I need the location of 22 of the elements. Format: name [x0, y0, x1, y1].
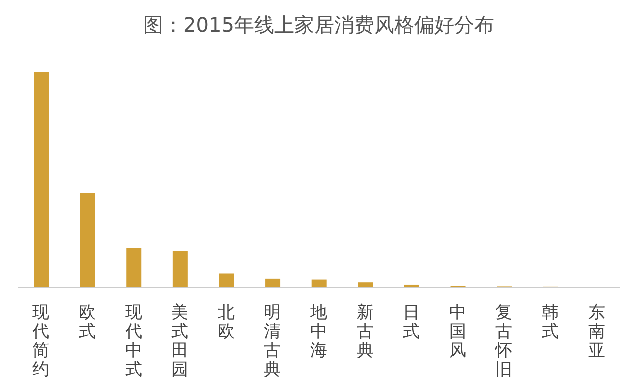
- bar: [34, 72, 49, 288]
- x-tick-label: 现代简约: [32, 303, 50, 380]
- x-tick-label: 明清古典: [264, 303, 282, 380]
- bar: [358, 282, 374, 288]
- x-tick-label: 地中海: [310, 303, 328, 361]
- bar: [172, 251, 188, 288]
- x-tick-label: 东南亚: [588, 303, 606, 361]
- x-tick-label: 欧式: [78, 303, 96, 342]
- bar: [126, 248, 142, 288]
- x-tick-label: 日式: [403, 303, 420, 342]
- x-tick-label: 复古怀旧: [494, 303, 513, 380]
- bar: [312, 280, 327, 288]
- bar: [266, 278, 281, 288]
- x-tick-label: 中国风: [449, 303, 466, 361]
- x-tick-label: 韩式: [542, 303, 560, 342]
- bar: [80, 192, 96, 288]
- chart-title: 图：2015年线上家居消费风格偏好分布: [142, 12, 496, 39]
- x-tick-label: 北欧: [218, 303, 235, 342]
- x-tick-label: 现代中式: [124, 303, 142, 380]
- x-tick-label: 新古典: [356, 303, 374, 361]
- x-tick-label: 美式田园: [172, 303, 189, 380]
- bar: [219, 274, 234, 288]
